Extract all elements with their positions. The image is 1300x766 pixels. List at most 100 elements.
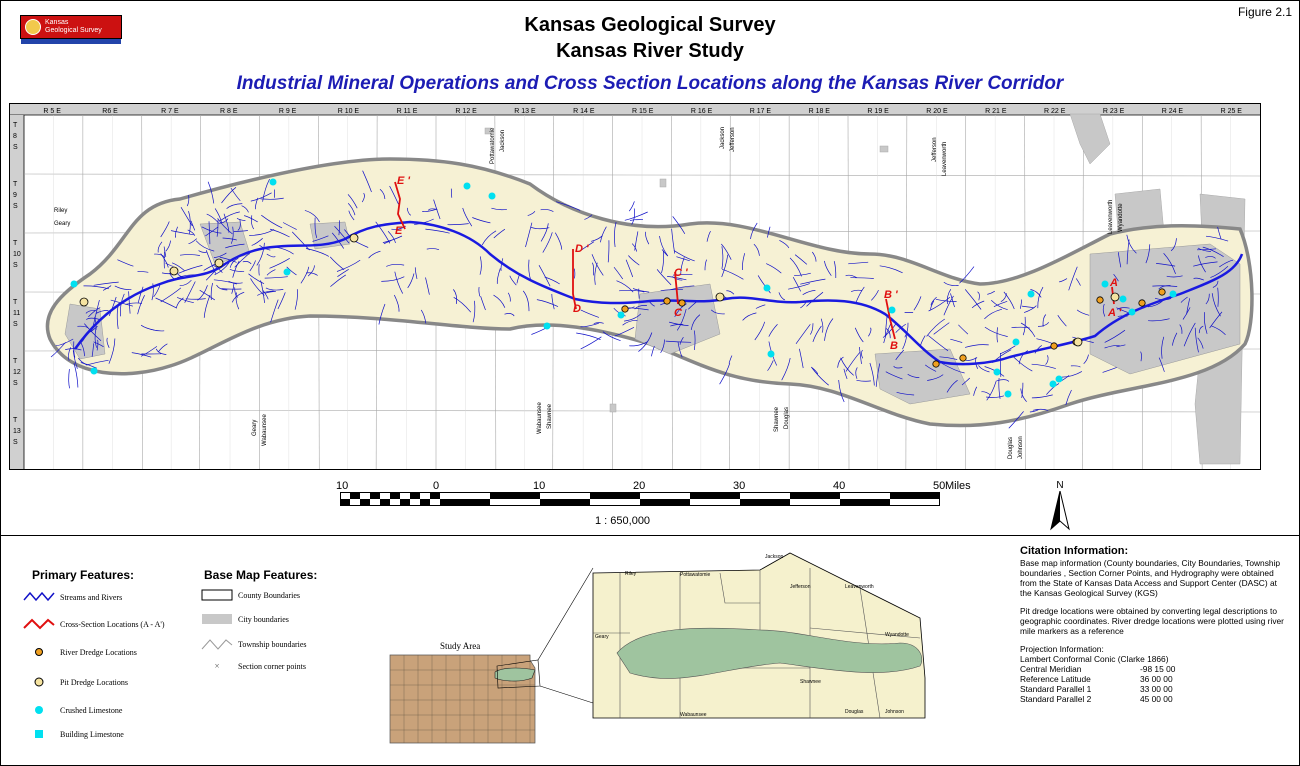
section-d-bottom: D [573,303,581,315]
scale-unit: Miles [945,480,971,492]
legend-township-boundaries: Township boundaries [200,637,307,651]
range-label: R 17 E [750,108,772,115]
township-label: S [13,262,18,269]
north-arrow-icon [1050,490,1070,531]
title-survey: Kansas Geological Survey [524,14,776,36]
section-b-bottom: B [890,340,898,352]
range-label: R 13 E [514,108,536,115]
legend-section-corners: × Section corner points [214,661,306,671]
range-label: R 8 E [220,108,238,115]
study-area-label: Study Area [440,641,481,651]
range-label: R 9 E [279,108,297,115]
county-label-pottawatomie: Pottawatomie [490,127,496,164]
figure-label: Figure 2.1 [1237,5,1292,19]
county-label-douglas-b: Douglas [1008,437,1014,459]
range-label: R 18 E [809,108,831,115]
township-label: 9 [13,192,17,199]
north-arrow: N [1045,480,1075,531]
scale-ratio: 1 : 650,000 [595,515,651,527]
range-label: R 15 E [632,108,654,115]
citation-base-map: Base map information (County boundaries,… [1020,558,1281,598]
township-label: S [13,380,18,387]
projection-row: Standard Parallel 2 45 00 00 [1020,694,1173,704]
inset-geary: Geary [595,634,609,640]
main-map-svg: E ' E D ' D C ' C B ' B A A ' R 5 E R6 E R… [10,104,1260,469]
range-label: R6 E [102,108,118,115]
section-e-bottom: E [395,225,403,237]
inset-wabaunsee: Wabaunsee [680,712,707,718]
county-label-jackson-a: Jackson [500,130,506,152]
projection-row: Central Meridian -98 15 00 [1020,664,1176,674]
township-label: T [13,122,18,129]
inset-jefferson: Jefferson [790,584,811,590]
range-label: R 21 E [985,108,1007,115]
range-label: R 7 E [161,108,179,115]
township-label: T [13,417,18,424]
legend-city-boundaries: City boundaries [200,612,289,626]
scale-tick-label: 40 [833,480,846,492]
township-label: S [13,203,18,210]
township-label: 12 [13,369,21,376]
county-label-johnson: Johnson [1018,436,1024,459]
scale-bar [340,492,940,506]
county-label-wabaunsee-b: Wabaunsee [537,402,543,434]
county-label-jefferson-a: Jefferson [730,127,736,152]
legend-streams: Streams and Rivers [22,590,122,604]
county-label-riley: Riley [54,208,67,214]
study-area-inset: Jackson Riley Pottawatomie Jefferson Lea… [389,552,926,744]
inset-riley: Riley [625,571,637,577]
township-label: 8 [13,133,17,140]
section-e-top: E ' [397,175,410,187]
projection-row: Standard Parallel 1 33 00 00 [1020,684,1173,694]
range-label: R 25 E [1221,108,1243,115]
legend-county-boundaries: County Boundaries [200,588,300,602]
range-label: R 16 E [691,108,713,115]
county-label-geary-b: Geary [252,420,258,436]
county-label-leavenworth-a: Leavenworth [942,142,948,176]
inset-shawnee: Shawnee [800,679,821,685]
inset-johnson: Johnson [885,709,904,715]
kgs-seal-icon [25,19,41,35]
projection-name: Lambert Conformal Conic (Clarke 1866) [1020,654,1169,664]
citation-panel: Citation Information: Base map informati… [1020,546,1290,705]
range-label: R 5 E [43,108,61,115]
township-label: T [13,299,18,306]
township-label: T [13,240,18,247]
main-map: E ' E D ' D C ' C B ' B A A ' R 5 E R6 E R… [9,103,1261,470]
county-label-geary: Geary [54,221,70,227]
projection-row: Reference Latitude 36 00 00 [1020,674,1173,684]
kgs-logo: Kansas Geological Survey [20,15,122,44]
county-label-douglas-a: Douglas [784,407,790,429]
inset-wyandotte: Wyandotte [885,632,909,638]
county-label-shawnee-b: Shawnee [774,406,780,432]
range-label: R 14 E [573,108,595,115]
range-label: R 24 E [1162,108,1184,115]
inset-leavenworth: Leavenworth [845,584,874,590]
scale-tick-label: 10 [336,480,349,492]
logo-line1: Kansas [45,19,69,26]
county-label-wabaunsee-a: Wabaunsee [262,414,268,446]
section-a-top: A [1109,277,1118,289]
legend-building-limestone: Building Limestone [22,727,124,741]
section-a-bottom: A ' [1107,307,1122,319]
section-c-top: C ' [674,267,688,279]
county-label-leavenworth-b: Leavenworth [1108,200,1114,234]
county-label-wyandotte: Wyandotte [1118,203,1124,232]
township-label: 13 [13,428,21,435]
legend-crushed-limestone: Crushed Limestone [22,703,122,717]
map-title: Industrial Mineral Operations and Cross … [236,73,1064,94]
township-label: S [13,321,18,328]
county-label-shawnee-a: Shawnee [547,403,553,429]
range-label: R 20 E [926,108,948,115]
legend-pit-dredge: Pit Dredge Locations [22,675,128,689]
legend-cross-section: Cross-Section Locations (A - A') [22,617,165,631]
range-label: R 23 E [1103,108,1125,115]
township-label: S [13,144,18,151]
base-features-title: Base Map Features: [204,568,318,582]
citation-dredge: Pit dredge locations were obtained by co… [1020,606,1284,636]
section-c-bottom: C [674,307,683,319]
title-study: Kansas River Study [556,40,744,62]
projection-title: Projection Information: [1020,644,1104,654]
township-label: T [13,358,18,365]
county-label-jackson-b: Jackson [720,127,726,149]
